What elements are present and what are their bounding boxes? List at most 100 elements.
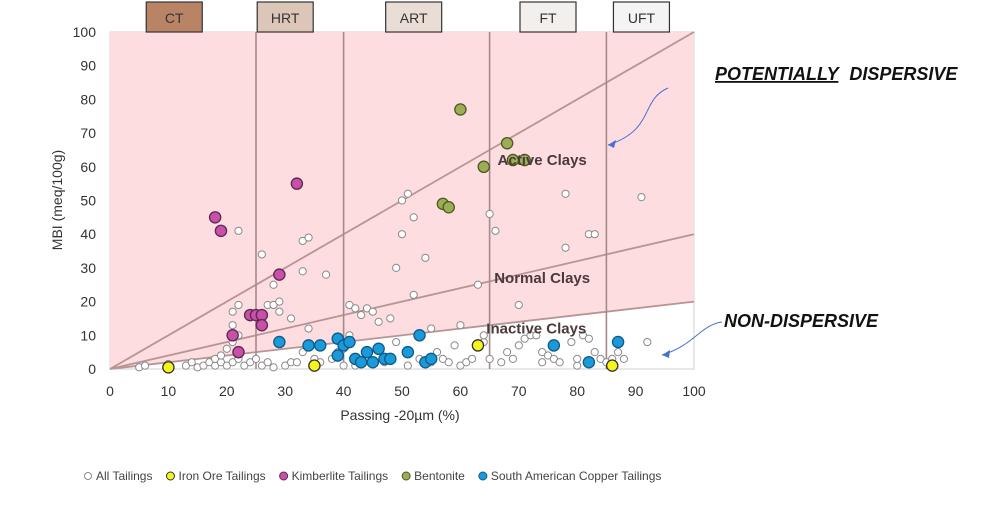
data-point [214,224,228,238]
data-point [232,345,245,359]
data-point [471,339,485,352]
x-tick-label: 0 [106,383,114,399]
data-point [454,103,467,116]
data-point [331,349,345,362]
data-point [605,359,619,372]
data-point [304,233,313,242]
potentially-dispersive-callout: POTENTIALLY DISPERSIVE [715,64,958,84]
legend-marker [401,471,411,481]
x-axis-ticks: 0 10 20 30 40 50 60 70 80 90 100 [106,383,706,399]
y-tick-label: 30 [80,260,96,276]
data-point [339,361,348,370]
y-tick-label: 0 [88,361,96,377]
legend-marker [279,471,289,481]
data-point [397,230,407,239]
y-tick-label: 50 [80,193,96,209]
data-point [555,358,564,367]
data-point [500,136,514,150]
data-point [228,307,237,316]
x-tick-label: 10 [161,383,177,399]
data-point [298,267,307,276]
data-point [611,335,625,349]
non-dispersive-callout: NON-DISPERSIVE [724,311,879,331]
band-box [256,1,314,33]
band-label: HRT [271,10,300,26]
series-4 [273,329,625,369]
data-point [424,352,438,366]
data-point [444,358,453,367]
legend-marker [84,472,92,480]
legend-item: All Tailings [84,469,152,483]
data-point [257,250,266,259]
callout-dispersive: DISPERSIVE [849,64,958,84]
data-point [304,324,313,333]
band-box [519,1,577,33]
data-point [573,361,582,370]
data-point [208,211,222,224]
data-point [366,356,380,369]
data-point [234,300,243,310]
legend-label: Bentonite [414,469,465,483]
data-point [290,177,304,190]
y-tick-label: 20 [80,294,96,310]
y-tick-label: 10 [80,327,96,343]
callout-potentially: POTENTIALLY [715,64,841,84]
data-point [561,189,570,198]
legend-item: Bentonite [401,469,465,483]
data-point [302,339,315,352]
legend-label: All Tailings [96,469,152,483]
zone-label: Inactive Clays [486,321,586,338]
band-label: ART [400,10,428,26]
y-tick-label: 40 [80,226,96,242]
data-point [275,297,284,306]
data-point [567,337,576,347]
data-point [321,270,331,279]
data-point [351,304,360,313]
data-point [613,348,623,357]
data-point [273,268,286,281]
legend-marker [165,471,175,481]
y-tick-label: 80 [80,91,96,107]
data-point [508,354,518,363]
data-point [442,200,455,214]
data-point [619,354,629,363]
legend-label: Iron Ore Tailings [178,469,265,483]
callout-arrowhead-upper [608,140,616,148]
data-point [403,361,412,370]
data-point [275,307,284,316]
legend-item: Iron Ore Tailings [165,469,266,483]
series-2 [208,177,304,359]
data-point [269,280,278,289]
data-point [450,341,459,350]
data-point [251,354,261,363]
data-point [479,331,488,340]
x-tick-label: 80 [569,383,585,399]
zone-label: Normal Clays [494,270,590,287]
band-label: FT [539,10,557,26]
data-points [135,103,652,374]
data-point [140,361,150,370]
data-point [308,359,321,372]
data-point [292,358,301,367]
series-1 [162,339,619,374]
x-tick-label: 60 [453,383,469,399]
data-point [590,230,599,239]
x-axis-title: Passing -20µm (%) [340,407,459,423]
data-point [372,342,385,356]
x-tick-label: 40 [336,383,352,399]
data-point [590,348,599,357]
data-point [473,280,483,289]
band-labels: CT HRT ART FT UFT [145,1,671,33]
band-label: CT [165,10,184,26]
data-point [187,358,196,367]
data-point [538,358,547,367]
y-tick-label: 60 [80,159,96,175]
data-point [357,310,366,320]
x-tick-label: 90 [628,383,644,399]
data-point [561,243,570,252]
data-point [374,317,383,326]
data-point [491,226,500,235]
legend-item: South American Copper Tailings [478,469,661,483]
data-point [427,324,436,333]
